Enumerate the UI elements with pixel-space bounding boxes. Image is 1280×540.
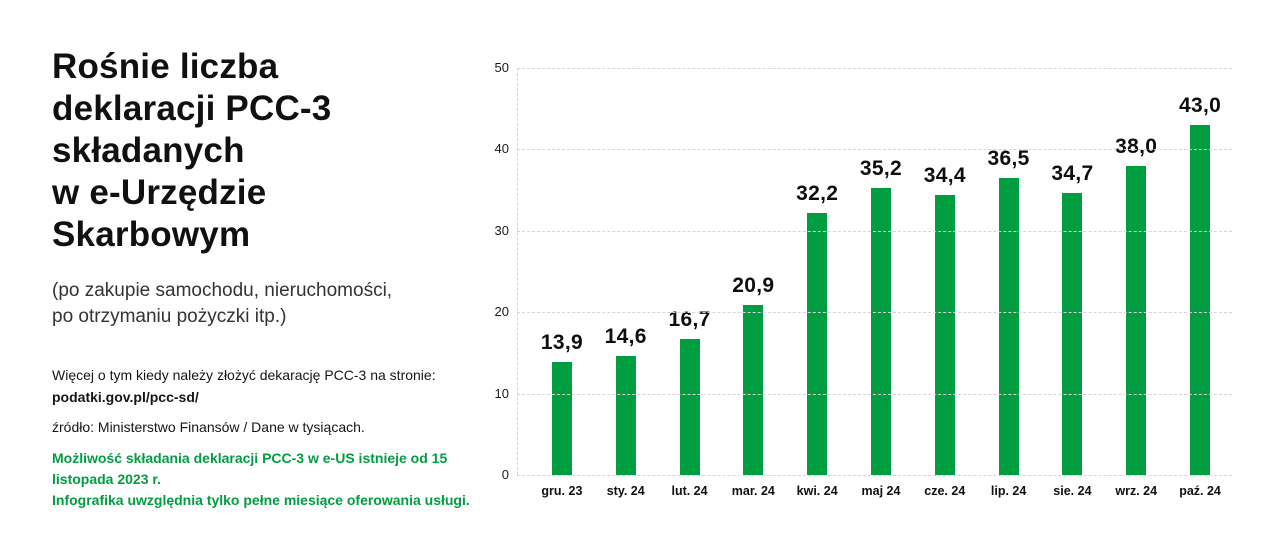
bar-value-label: 14,6 <box>604 325 647 349</box>
y-axis-line <box>517 68 518 475</box>
bar: 35,2 <box>860 157 902 475</box>
x-axis-label: cze. 24 <box>924 484 966 498</box>
gridline <box>517 312 1232 314</box>
plot-area: 13,9 gru. 23 14,6 sty. 24 16,7 lut. 24 20,9 mar… <box>495 60 1232 498</box>
y-axis-tick-label: 40 <box>494 141 509 157</box>
bar: 38,0 <box>1115 135 1157 475</box>
y-axis-tick-label: 50 <box>494 60 509 75</box>
bar-slot: 14,6 sty. 24 <box>594 68 658 498</box>
bar-slot: 34,4 cze. 24 <box>913 68 977 498</box>
gridline <box>517 68 1232 69</box>
bar-slot: 32,2 kwi. 24 <box>785 68 849 498</box>
bar-slot: 38,0 wrz. 24 <box>1104 68 1168 498</box>
bar-value-label: 34,4 <box>923 163 966 187</box>
x-axis-label: lip. 24 <box>990 484 1027 498</box>
gridline <box>517 230 1232 232</box>
bar-value-label: 38,0 <box>1115 134 1158 158</box>
y-axis-tick-label: 20 <box>494 304 509 320</box>
bar-slot: 16,7 lut. 24 <box>658 68 722 498</box>
bar-value-label: 36,5 <box>987 146 1030 170</box>
bar: 34,7 <box>1051 162 1093 475</box>
bar-value-label: 35,2 <box>859 157 903 181</box>
bar-slot: 13,9 gru. 23 <box>530 68 594 498</box>
bar-value-label: 32,2 <box>796 181 839 205</box>
bar: 14,6 <box>605 325 646 475</box>
x-axis-label: wrz. 24 <box>1115 484 1158 498</box>
x-axis-label: maj 24 <box>861 484 901 498</box>
bar-slot: 35,2 maj 24 <box>849 68 913 498</box>
left-text-panel: Rośnie liczba deklaracji PCC-3 składanyc… <box>52 46 498 511</box>
x-axis-label: sty. 24 <box>606 484 645 498</box>
bar-value-label: 13,9 <box>540 330 583 354</box>
source-text: źródło: Ministerstwo Finansów / Dane w t… <box>52 419 365 435</box>
bar-slot: 43,0 paź. 24 <box>1168 68 1232 498</box>
x-axis-label: kwi. 24 <box>796 484 838 498</box>
x-axis-label: paź. 24 <box>1179 484 1221 498</box>
bar: 13,9 <box>541 331 583 475</box>
bar: 20,9 <box>732 274 774 475</box>
bar-slot: 36,5 lip. 24 <box>977 68 1041 498</box>
bar: 34,4 <box>924 164 966 475</box>
bar-value-label: 20,9 <box>732 273 775 297</box>
bar-slot: 34,7 sie. 24 <box>1041 68 1105 498</box>
subtitle: (po zakupie samochodu, nieruchomości, po… <box>52 280 393 327</box>
y-axis-tick-label: 0 <box>501 467 509 482</box>
bar-value-label: 43,0 <box>1178 93 1222 117</box>
y-axis-tick-label: 30 <box>494 222 509 238</box>
bar: 36,5 <box>988 147 1029 475</box>
info-text: Więcej o tym kiedy należy złożyć dekarac… <box>52 367 436 383</box>
bar-value-label: 34,7 <box>1051 161 1094 185</box>
y-axis-tick-label: 10 <box>494 385 509 401</box>
gridline <box>517 393 1232 395</box>
gridline <box>517 475 1232 476</box>
bar-value-label: 16,7 <box>668 308 711 332</box>
info-url: podatki.gov.pl/pcc-sd/ <box>52 389 199 405</box>
bar: 32,2 <box>796 182 838 475</box>
page-title: Rośnie liczba deklaracji PCC-3 składanyc… <box>52 47 332 254</box>
x-axis-label: mar. 24 <box>731 484 775 498</box>
bar-slot: 20,9 mar. 24 <box>721 68 785 498</box>
x-axis-label: sie. 24 <box>1053 484 1092 498</box>
footnote-text: Możliwość składania deklaracji PCC-3 w e… <box>52 450 470 508</box>
bar-row: 13,9 gru. 23 14,6 sty. 24 16,7 lut. 24 20,9 mar… <box>517 68 1232 498</box>
x-axis-label: gru. 23 <box>541 484 583 498</box>
gridline <box>517 149 1232 151</box>
x-axis-label: lut. 24 <box>671 484 708 498</box>
bar: 16,7 <box>668 308 710 475</box>
bar: 43,0 <box>1179 94 1221 475</box>
